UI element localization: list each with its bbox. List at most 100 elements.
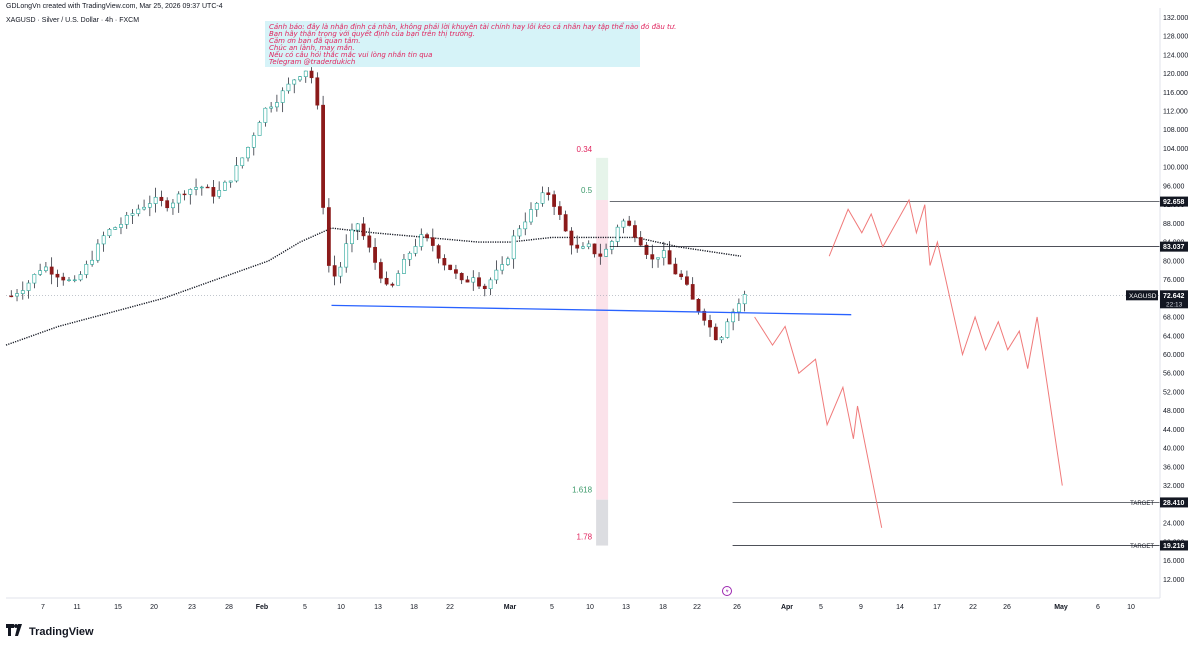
candle — [309, 70, 314, 79]
candle — [378, 262, 383, 279]
candle — [604, 248, 608, 257]
y-tick-label: 88.000 — [1163, 221, 1185, 228]
candle — [690, 284, 695, 300]
candle — [124, 215, 129, 225]
price-badge — [1160, 196, 1188, 207]
candle — [488, 279, 493, 290]
candle — [708, 320, 712, 328]
support-trendline[interactable] — [331, 304, 852, 316]
candle — [615, 226, 620, 242]
candle — [402, 258, 406, 274]
y-tick-label: 104.000 — [1163, 146, 1188, 153]
candle — [246, 147, 250, 159]
candle — [153, 196, 158, 204]
candle — [713, 326, 718, 341]
y-tick-label: 68.000 — [1163, 315, 1185, 322]
candle — [546, 192, 551, 195]
x-tick-label: 22 — [693, 604, 701, 611]
x-tick-label: 18 — [410, 604, 418, 611]
note-line: Nếu có câu hỏi thắc mắc vui lòng nhắn ti… — [269, 51, 433, 59]
candle — [517, 228, 522, 237]
y-tick-label: 100.000 — [1163, 165, 1188, 172]
candle — [454, 269, 458, 274]
candle — [194, 187, 198, 190]
symbol-info: XAGUSD · Silver / U.S. Dollar · 4h · FXC… — [6, 17, 140, 24]
candle — [436, 245, 441, 259]
candle — [465, 279, 470, 283]
candle — [332, 265, 337, 277]
candle — [482, 285, 487, 290]
projection-path-bearish — [754, 316, 883, 528]
candle — [211, 187, 216, 197]
tradingview-logo[interactable]: TradingView — [6, 624, 94, 638]
tradingview-logo-icon — [6, 624, 22, 636]
candle — [355, 223, 360, 231]
y-tick-label: 124.000 — [1163, 52, 1188, 59]
note-line: Chúc an lành, may mắn. — [269, 44, 355, 52]
y-tick-label: 120.000 — [1163, 71, 1188, 78]
y-tick-label: 40.000 — [1163, 446, 1185, 453]
y-tick-label: 32.000 — [1163, 483, 1185, 490]
y-tick-label: 48.000 — [1163, 408, 1185, 415]
lightning-icon — [725, 588, 729, 594]
candle — [119, 224, 123, 228]
x-tick-label: 5 — [819, 604, 823, 611]
candle — [627, 220, 632, 226]
candle — [581, 246, 585, 249]
candle — [731, 311, 736, 323]
candle — [430, 237, 435, 246]
candle — [269, 106, 274, 109]
y-tick-label: 56.000 — [1163, 371, 1185, 378]
candle — [26, 282, 31, 291]
candle — [534, 203, 539, 210]
x-tick-label: 6 — [1096, 604, 1100, 611]
candle — [199, 186, 204, 189]
candle — [32, 274, 37, 284]
price-badge-label: 28.410 — [1163, 500, 1185, 507]
candle — [147, 203, 152, 208]
candle — [188, 189, 193, 195]
event-marker-icon[interactable] — [722, 586, 732, 596]
fib-zone-green — [596, 157, 609, 200]
candle — [72, 279, 77, 281]
x-tick-label: 13 — [622, 604, 630, 611]
candle — [736, 303, 741, 313]
candle — [575, 244, 580, 249]
y-tick-label: 64.000 — [1163, 333, 1185, 340]
x-tick-label: 17 — [933, 604, 941, 611]
x-tick-label: 22 — [446, 604, 454, 611]
candle — [459, 273, 464, 281]
x-tick-label: 9 — [859, 604, 863, 611]
x-tick-label: 14 — [896, 604, 904, 611]
y-tick-label: 128.000 — [1163, 34, 1188, 41]
x-tick-label: 18 — [659, 604, 667, 611]
candle — [367, 235, 372, 248]
candle — [303, 70, 308, 77]
fib-level-label: 1.618 — [572, 486, 593, 495]
candle — [523, 221, 528, 230]
x-tick-label: 10 — [1127, 604, 1135, 611]
y-tick-label: 36.000 — [1163, 464, 1185, 471]
price-badge — [1160, 497, 1188, 508]
x-tick-label: 15 — [114, 604, 122, 611]
candle — [263, 107, 268, 123]
candle — [598, 253, 603, 257]
candle — [609, 241, 614, 250]
candle — [142, 206, 146, 210]
candle — [95, 243, 100, 261]
price-badge — [1160, 241, 1188, 252]
candle — [344, 243, 349, 268]
note-line: Bạn hãy thận trọng với quyết định của bạ… — [269, 30, 475, 38]
candle — [130, 213, 135, 216]
y-tick-label: 24.000 — [1163, 521, 1185, 528]
candle — [315, 77, 320, 106]
candle — [540, 192, 545, 204]
x-tick-label: 13 — [374, 604, 382, 611]
candle — [373, 246, 377, 263]
fib-level-label: 0.5 — [581, 186, 593, 195]
x-tick-label: Feb — [256, 604, 268, 611]
candle — [725, 321, 730, 338]
candle — [650, 254, 655, 260]
